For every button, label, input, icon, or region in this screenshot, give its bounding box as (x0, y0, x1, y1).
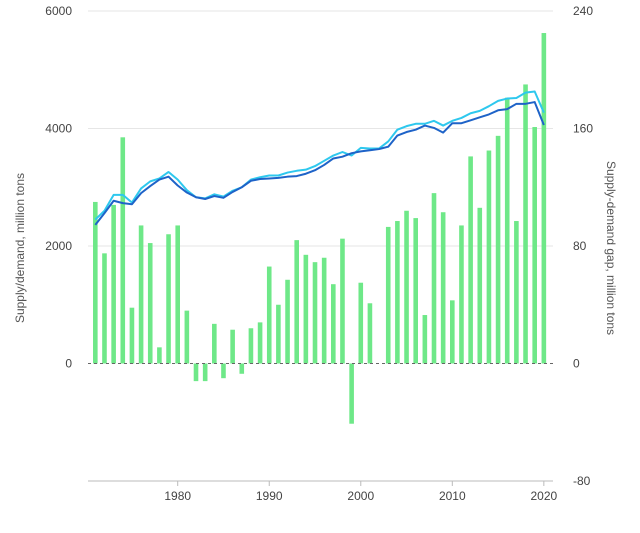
gap-bar-1989 (257, 322, 263, 364)
x-tick-2010: 2010 (439, 489, 466, 503)
gap-bar-1999 (349, 363, 354, 424)
gap-bar-2007 (422, 315, 428, 364)
gap-bar-1976 (138, 225, 144, 364)
supply-demand-lines (94, 90, 545, 226)
x-tick-1980: 1980 (164, 489, 191, 503)
gap-bar-1991 (276, 304, 281, 364)
y-left-tick-2000: 2000 (45, 239, 72, 253)
gap-bar-1971 (93, 201, 98, 364)
y-axis-left-label: Supply/demand, million tons (13, 173, 27, 323)
gap-bar-2018 (523, 84, 528, 364)
gap-bar-1975 (129, 307, 135, 364)
gap-bar-1988 (248, 328, 254, 364)
y-axis-right-label: Supply-demand gap, million tons (604, 161, 618, 335)
gap-bar-1972 (102, 253, 107, 364)
gap-bar-2014 (486, 150, 492, 364)
gap-bar-2012 (468, 156, 473, 364)
gap-bar-1984 (212, 323, 217, 364)
gap-bars (93, 33, 547, 424)
y-right-tick-0: 0 (573, 357, 580, 371)
gap-bar-1997 (331, 284, 336, 364)
gap-bar-1987 (239, 363, 245, 374)
gap-bar-1996 (321, 257, 327, 364)
y-right-tick-240: 240 (573, 4, 593, 18)
gap-bar-2003 (385, 226, 391, 364)
gap-bar-1974 (120, 137, 126, 364)
gap-bar-2019 (532, 127, 537, 364)
gap-bar-2011 (459, 225, 464, 364)
x-tick-2020: 2020 (530, 489, 557, 503)
gap-bar-1992 (285, 279, 290, 364)
line-series-2 (94, 101, 545, 226)
y-right-tick-80: 80 (573, 239, 587, 253)
gap-bar-1985 (221, 363, 226, 379)
gap-bar-1981 (184, 310, 190, 364)
gap-bar-2020 (541, 33, 547, 364)
gap-bar-2004 (395, 221, 400, 364)
gap-bar-2001 (367, 303, 373, 364)
gap-bar-1990 (266, 266, 272, 364)
y-left-tick-4000: 4000 (45, 122, 72, 136)
gap-bar-2015 (495, 135, 501, 364)
gap-bar-2013 (477, 207, 483, 364)
x-tick-1990: 1990 (256, 489, 283, 503)
gap-bar-1979 (166, 234, 171, 364)
gap-bar-2006 (413, 218, 418, 364)
gap-bar-2016 (504, 97, 510, 364)
line-series-1 (94, 90, 545, 221)
y-left-tick-0: 0 (65, 357, 72, 371)
gap-bar-1994 (303, 254, 309, 364)
x-tick-2000: 2000 (347, 489, 374, 503)
gap-bar-2008 (431, 193, 437, 364)
gap-bar-1983 (202, 363, 208, 382)
gap-bar-2000 (358, 282, 364, 364)
gap-bar-1973 (111, 204, 116, 364)
gap-bar-2009 (440, 212, 446, 364)
y-right-tick-160: 160 (573, 122, 593, 136)
gap-bar-2010 (450, 300, 455, 364)
y-left-tick-6000: 6000 (45, 4, 72, 18)
gap-bar-1977 (147, 243, 153, 364)
y-right-tick--80: -80 (573, 474, 591, 488)
gap-bar-1980 (175, 225, 180, 364)
gap-bar-1978 (157, 347, 162, 364)
gap-bar-1982 (193, 363, 199, 382)
gap-bar-1986 (230, 329, 235, 364)
gap-bar-2017 (514, 221, 519, 364)
gap-bar-2005 (404, 210, 409, 364)
grid-lines (88, 10, 553, 247)
gap-bar-1998 (340, 238, 345, 364)
gap-bar-1993 (294, 240, 299, 364)
axes: 0 2000 4000 6000 -80 0 80 160 240 1980 1990 2000 201… (45, 4, 593, 503)
gap-bar-1995 (312, 262, 318, 364)
